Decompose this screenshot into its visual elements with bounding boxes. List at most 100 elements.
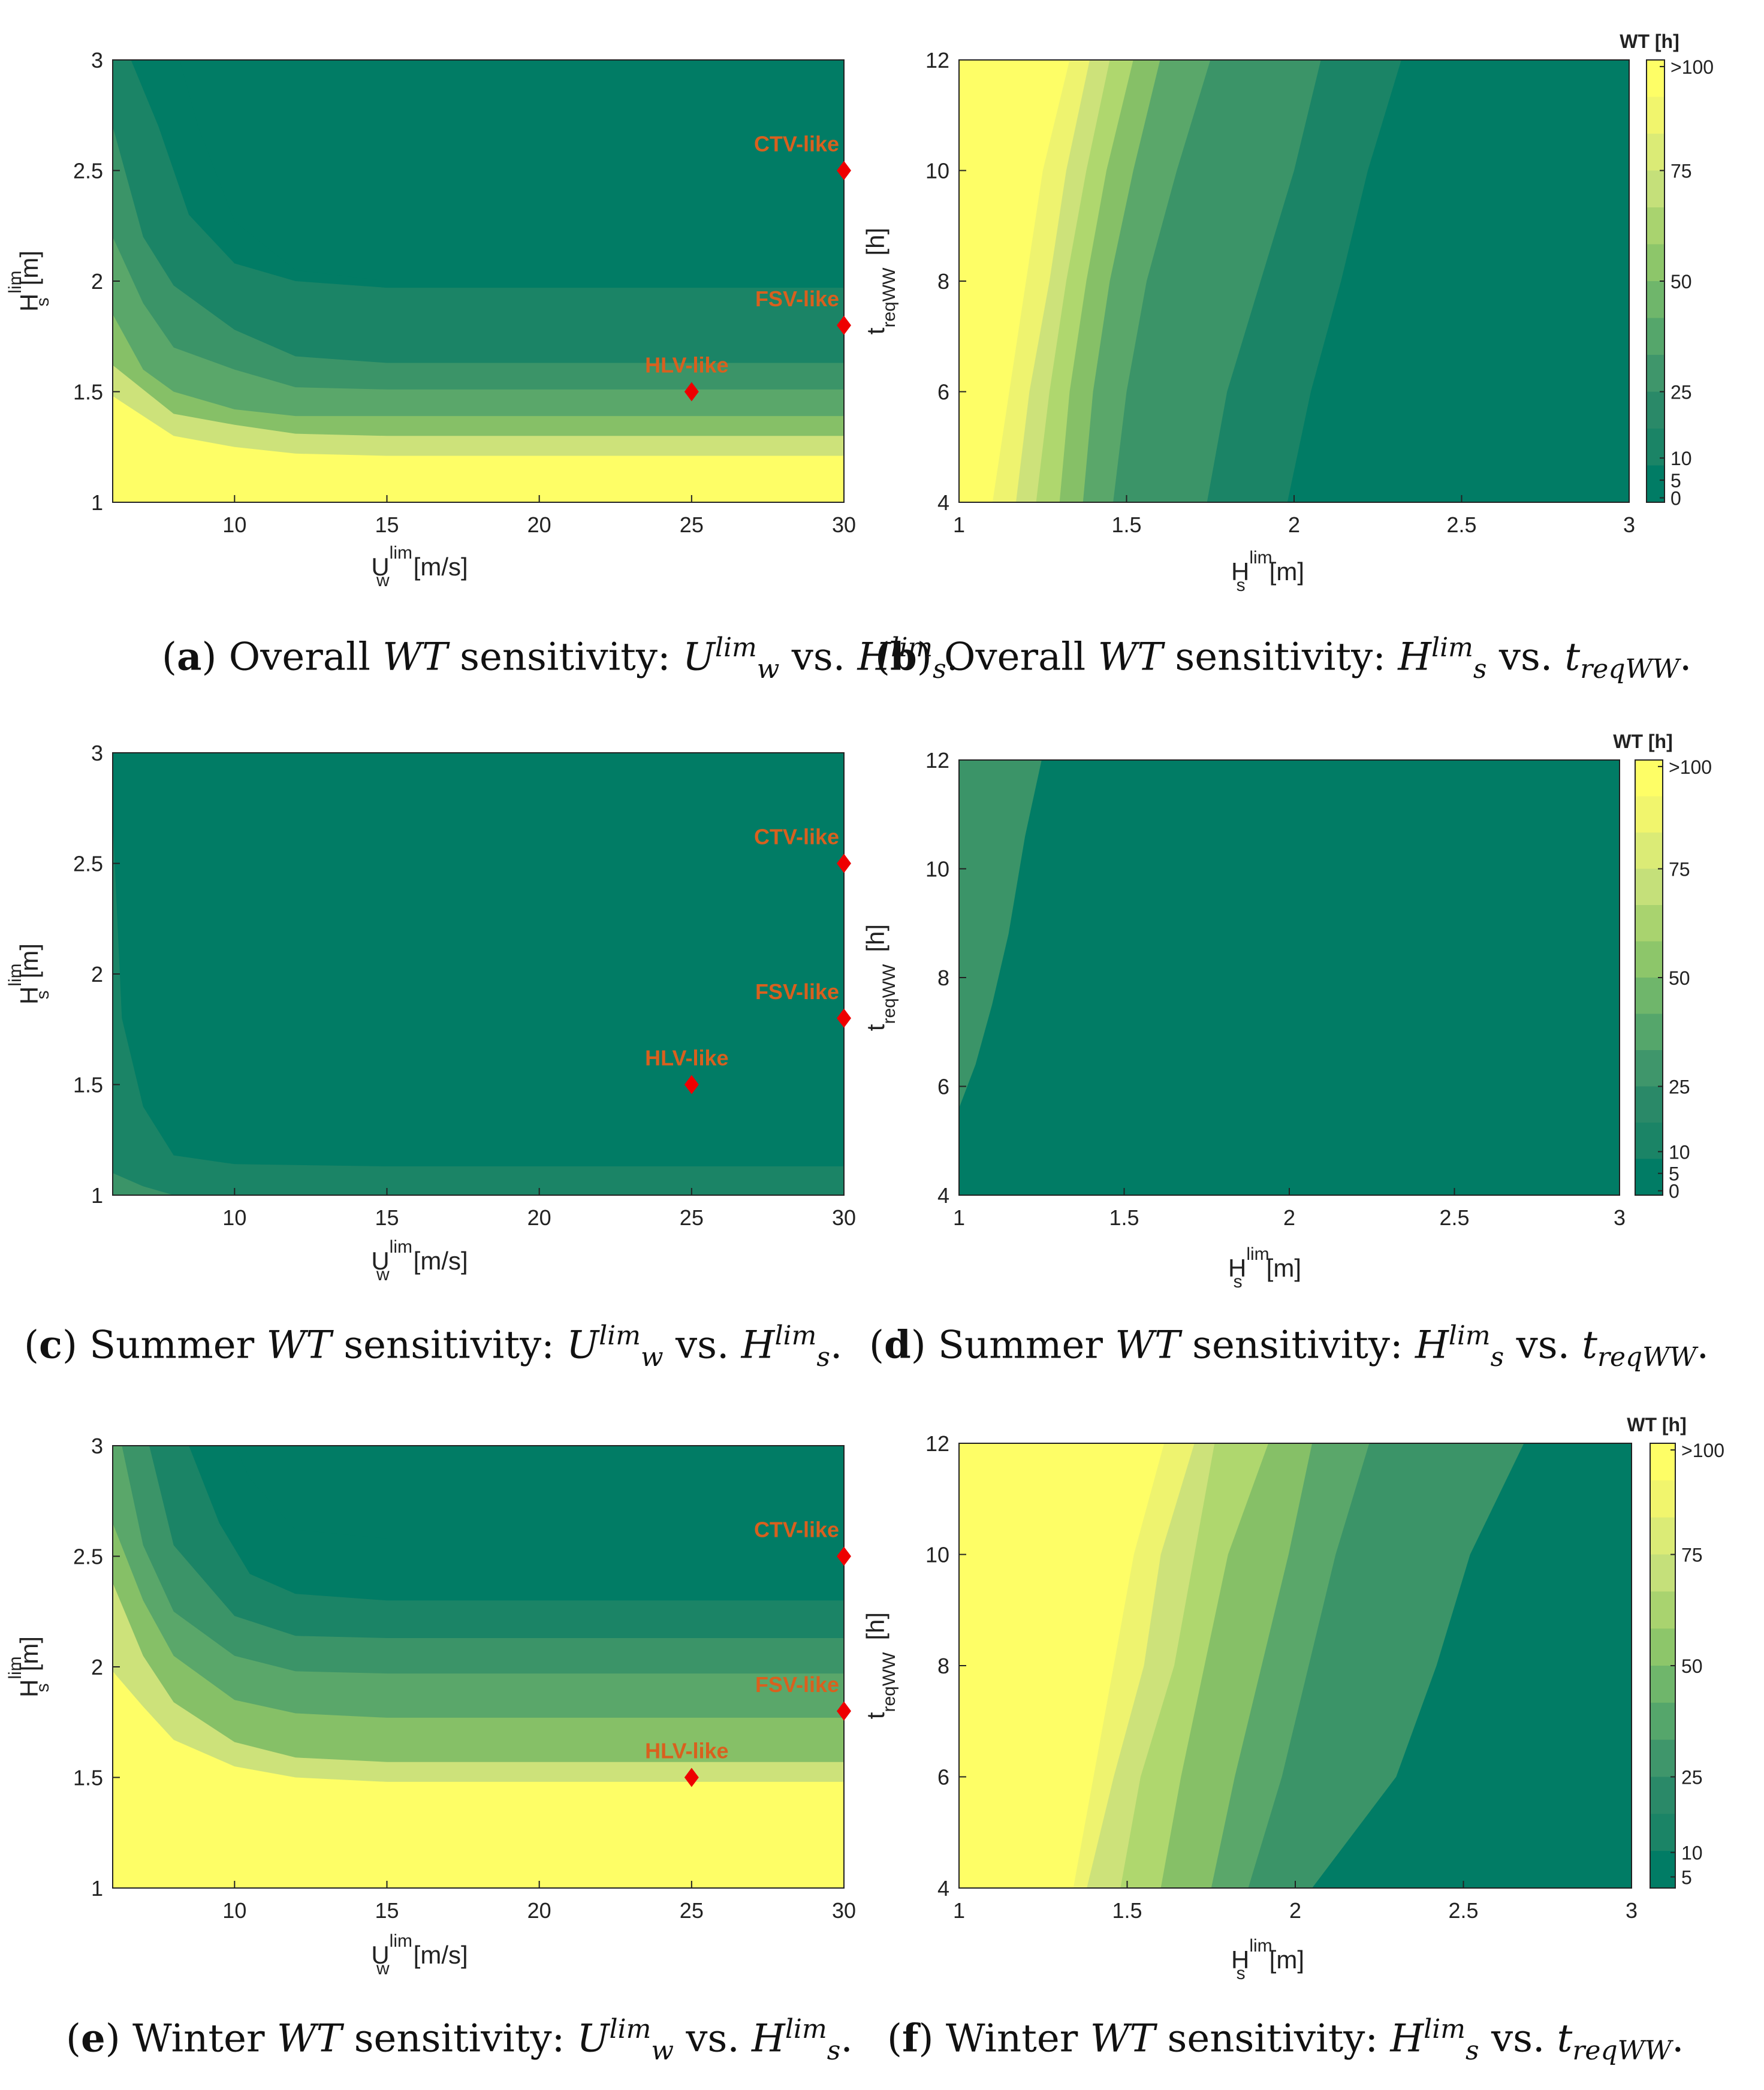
x-tick-label: 30 — [832, 1205, 856, 1230]
x-tick-label: 1 — [953, 1898, 965, 1923]
y-tick-label: 3 — [91, 1434, 103, 1458]
caption-a: (a) Overall WT sensitivity: Ulimw vs. Hl… — [162, 632, 959, 685]
colorbar-step — [1647, 391, 1665, 429]
colorbar-step — [1650, 1777, 1675, 1814]
panel-f: 1 1.5 2 2.5 3 4 6 8 10 12 Hlim s [m] treqWW[h] WT [h] >… — [861, 1414, 1724, 1983]
colorbar-step — [1635, 1050, 1663, 1087]
x-tick-label: 2 — [1283, 1205, 1295, 1230]
colorbar-tick-label: 50 — [1681, 1655, 1703, 1677]
colorbar-step — [1635, 1014, 1663, 1051]
x-tick-label: 2.5 — [1448, 1898, 1478, 1923]
y-tick-label: 2.5 — [73, 852, 103, 876]
x-axis-label: Hlim s [m] — [1231, 548, 1304, 595]
marker-hlv-like — [684, 382, 699, 402]
x-tick-label: 20 — [527, 512, 551, 537]
colorbar-step — [1635, 868, 1663, 906]
marker-label: FSV-like — [755, 979, 839, 1004]
colorbar-tick-label: 75 — [1669, 859, 1690, 880]
y-axis-label: Hlims[m] — [5, 1636, 53, 1697]
colorbar-step — [1635, 905, 1663, 942]
y-tick-label: 6 — [937, 1075, 949, 1099]
colorbar-step — [1635, 1123, 1663, 1159]
marker-hlv-like — [684, 1768, 699, 1787]
y-tick-label: 4 — [937, 1876, 949, 1901]
marker-label: HLV-like — [645, 353, 728, 378]
y-axis-label: treqWW[h] — [861, 1612, 899, 1719]
x-tick-label: 30 — [832, 1898, 856, 1923]
y-tick-label: 4 — [937, 490, 949, 515]
colorbar-step — [1647, 134, 1665, 171]
y-tick-label: 4 — [937, 1183, 949, 1208]
colorbar-step — [1635, 1159, 1663, 1196]
colorbar-step — [1647, 207, 1665, 245]
y-axis-label: Hlims[m] — [5, 943, 53, 1005]
y-tick-label: 6 — [937, 1765, 949, 1790]
x-tick-label: 25 — [680, 512, 704, 537]
marker-label: FSV-like — [755, 1672, 839, 1697]
x-axis-label: Hlim s [m] — [1228, 1244, 1301, 1292]
colorbar-title: WT [h] — [1620, 31, 1679, 52]
contour-band-25 — [959, 760, 1042, 1108]
colorbar-step — [1635, 760, 1663, 797]
panel-c: 10 15 20 25 30 1 1.5 2 2.5 3 Ulim w [m/s] Hlims[m] CTV… — [5, 741, 856, 1284]
x-tick-label: 2 — [1289, 1898, 1301, 1923]
x-tick-label: 2.5 — [1439, 1205, 1469, 1230]
colorbar-tick-label: 5 — [1670, 470, 1681, 491]
colorbar-step — [1650, 1814, 1675, 1851]
contour-band-gt100 — [959, 60, 1070, 502]
y-tick-label: 3 — [91, 48, 103, 73]
y-tick-label: 8 — [937, 269, 949, 294]
marker-label: FSV-like — [755, 286, 839, 311]
y-tick-label: 12 — [925, 1431, 949, 1456]
x-tick-label: 20 — [527, 1205, 551, 1230]
y-tick-label: 1 — [91, 1876, 103, 1901]
y-tick-label: 3 — [91, 741, 103, 765]
x-tick-label: 1.5 — [1111, 512, 1141, 537]
x-tick-label: 10 — [222, 1898, 246, 1923]
contour-band-gt100 — [113, 1671, 844, 1888]
colorbar-tick-label: >100 — [1670, 56, 1714, 78]
colorbar-tick-label: 75 — [1681, 1545, 1703, 1566]
colorbar-tick-label: >100 — [1669, 756, 1712, 778]
colorbar-step — [1647, 96, 1665, 134]
contour-band-10 — [113, 819, 844, 1195]
colorbar-step — [1650, 1628, 1675, 1666]
y-tick-label: 6 — [937, 380, 949, 405]
caption-c: (c) Summer WT sensitivity: Ulimw vs. Hli… — [24, 1320, 843, 1373]
x-tick-label: 10 — [222, 512, 246, 537]
marker-ctv-like — [837, 854, 851, 873]
colorbar-tick-label: >100 — [1681, 1440, 1724, 1461]
colorbar-step — [1650, 1851, 1675, 1889]
colorbar-step — [1635, 978, 1663, 1014]
y-tick-label: 2.5 — [73, 159, 103, 183]
x-tick-label: 3 — [1626, 1898, 1638, 1923]
panel-d: 1 1.5 2 2.5 3 4 6 8 10 12 Hlim s [m] treqWW[h] WT [h] >… — [861, 731, 1712, 1292]
x-tick-label: 15 — [375, 1205, 399, 1230]
x-tick-label: 1 — [953, 1205, 965, 1230]
x-tick-label: 25 — [680, 1205, 704, 1230]
colorbar-step — [1647, 465, 1665, 503]
x-tick-label: 20 — [527, 1898, 551, 1923]
colorbar-step — [1647, 60, 1665, 97]
x-tick-label: 1 — [953, 512, 965, 537]
y-tick-label: 1.5 — [73, 1766, 103, 1790]
colorbar-step — [1650, 1702, 1675, 1741]
y-axis-label: treqWW[h] — [861, 924, 899, 1031]
colorbar-tick-label: 10 — [1681, 1842, 1703, 1864]
marker-label: CTV-like — [754, 1518, 839, 1542]
x-tick-label: 3 — [1623, 512, 1635, 537]
y-tick-label: 10 — [925, 159, 949, 183]
marker-fsv-like — [837, 1008, 851, 1028]
x-tick-label: 25 — [680, 1898, 704, 1923]
y-tick-label: 12 — [925, 748, 949, 773]
y-tick-label: 2 — [91, 1655, 103, 1679]
marker-fsv-like — [837, 1701, 851, 1721]
x-tick-label: 15 — [375, 1898, 399, 1923]
colorbar-tick-label: 0 — [1670, 488, 1681, 509]
colorbar-tick-label: 5 — [1669, 1163, 1679, 1185]
colorbar-step — [1650, 1591, 1675, 1629]
x-tick-label: 10 — [222, 1205, 246, 1230]
panel-e: 10 15 20 25 30 1 1.5 2 2.5 3 Ulim w [m/s] Hlims[m] CTV… — [5, 1434, 856, 1979]
